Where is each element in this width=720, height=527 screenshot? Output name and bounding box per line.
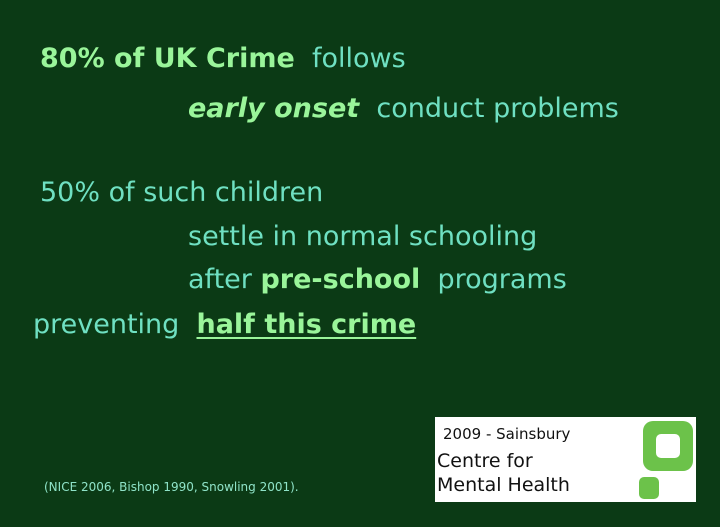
early-onset-emphasis: early onset — [188, 93, 360, 124]
uk-crime-statistic: 80% of UK Crime — [40, 43, 295, 74]
line-early-onset: early onset conduct problems — [188, 92, 619, 126]
pre-school-emphasis: pre-school — [260, 264, 421, 295]
line-such-children: 50% of such children — [40, 176, 323, 210]
logo-mark-icon — [639, 421, 693, 499]
conduct-problems-text: conduct problems — [376, 93, 619, 124]
follows-text: follows — [311, 43, 406, 74]
line-normal-schooling: settle in normal schooling — [188, 220, 537, 254]
normal-schooling-text: settle in normal schooling — [188, 221, 538, 252]
logo-name-line1: Centre for — [437, 450, 533, 472]
programs-text: programs — [437, 264, 567, 295]
after-text: after — [188, 264, 252, 295]
centre-for-mental-health-logo: 2009 - Sainsbury Centre for Mental Healt… — [435, 417, 696, 502]
half-this-crime-emphasis: half this crime — [196, 309, 417, 340]
citation: (NICE 2006, Bishop 1990, Snowling 2001). — [44, 480, 299, 494]
line-pre-school: after pre-school programs — [188, 263, 567, 297]
preventing-text: preventing — [33, 309, 180, 340]
such-children-text: 50% of such children — [40, 177, 324, 208]
line-preventing: preventing half this crime — [33, 308, 416, 342]
line-uk-crime: 80% of UK Crime follows — [40, 42, 406, 76]
logo-year-text: 2009 - Sainsbury — [443, 425, 571, 443]
logo-name-line2: Mental Health — [437, 474, 570, 496]
